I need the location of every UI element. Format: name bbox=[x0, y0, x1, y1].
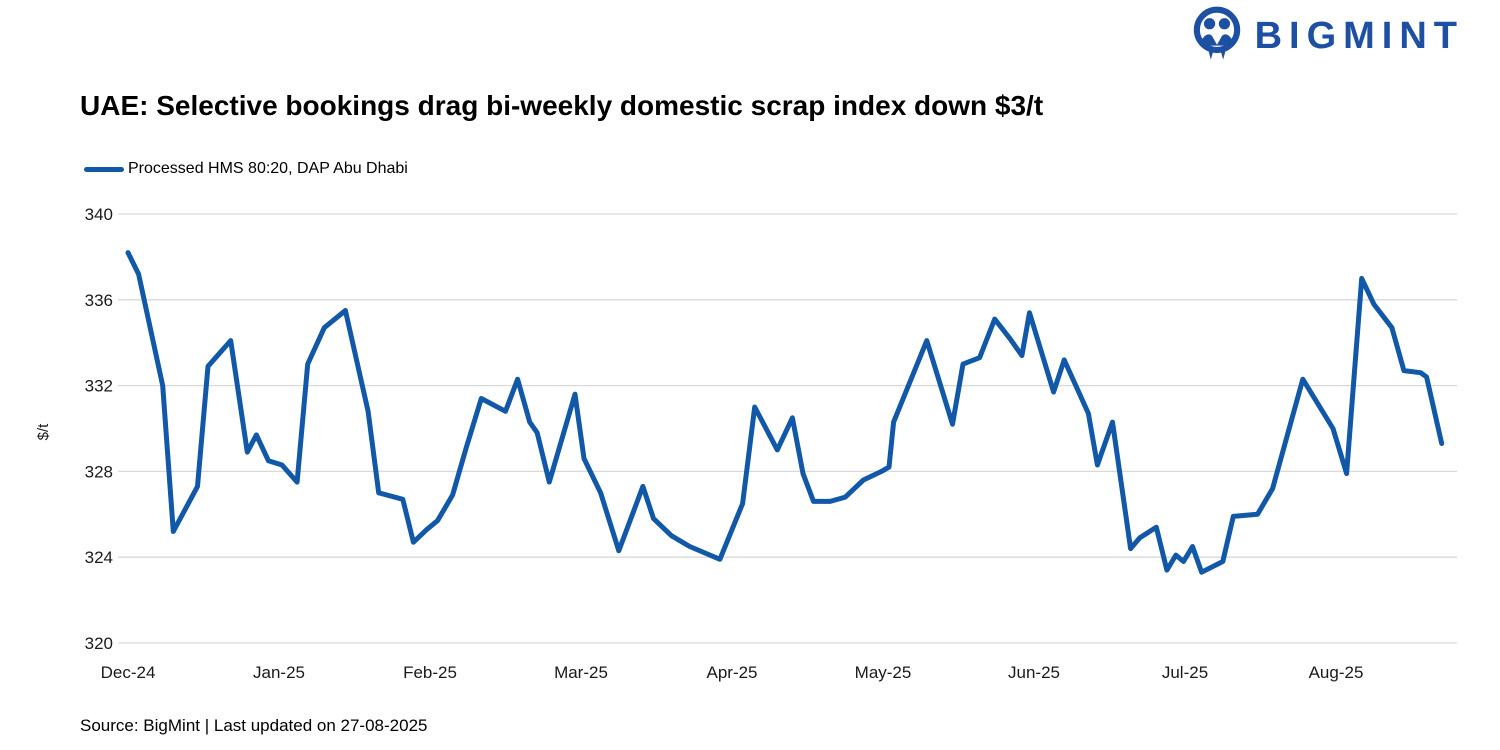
x-tick-Jul-25: Jul-25 bbox=[1162, 663, 1208, 682]
x-tick-Apr-25: Apr-25 bbox=[706, 663, 757, 682]
y-tick-336: 336 bbox=[85, 291, 113, 310]
legend-line-swatch bbox=[84, 166, 124, 172]
series-line bbox=[125, 250, 1445, 575]
y-tick-332: 332 bbox=[85, 377, 113, 396]
x-tick-Jan-25: Jan-25 bbox=[253, 663, 305, 682]
x-tick-Feb-25: Feb-25 bbox=[403, 663, 457, 682]
y-tick-328: 328 bbox=[85, 462, 113, 481]
source-note: Source: BigMint | Last updated on 27-08-… bbox=[80, 716, 428, 735]
x-tick-May-25: May-25 bbox=[855, 663, 912, 682]
x-tick-Mar-25: Mar-25 bbox=[554, 663, 608, 682]
bigmint-logo: BIGMINT bbox=[1189, 6, 1464, 66]
y-tick-340: 340 bbox=[85, 205, 113, 224]
chart-legend: Processed HMS 80:20, DAP Abu Dhabi bbox=[84, 160, 408, 178]
y-tick-labels: 340 336 332 328 324 320 bbox=[85, 205, 113, 653]
y-gridlines bbox=[118, 213, 1457, 644]
x-tick-labels: Dec-24 Jan-25 Feb-25 Mar-25 Apr-25 May-25 Jun-… bbox=[101, 663, 1364, 682]
y-axis-title: $/t bbox=[35, 423, 52, 441]
chart-title: UAE: Selective bookings drag bi-weekly d… bbox=[80, 90, 1044, 121]
x-tick-Jun-25: Jun-25 bbox=[1008, 663, 1060, 682]
bigmint-logo-text: BIGMINT bbox=[1254, 14, 1464, 57]
bigmint-logo-icon bbox=[1193, 6, 1240, 60]
x-tick-Dec-24: Dec-24 bbox=[101, 663, 156, 682]
series-processed-hms-8020 bbox=[125, 250, 1445, 575]
y-axis-label: $/t bbox=[35, 423, 52, 441]
legend-label: Processed HMS 80:20, DAP Abu Dhabi bbox=[128, 160, 408, 177]
x-tick-Aug-25: Aug-25 bbox=[1309, 663, 1364, 682]
y-tick-324: 324 bbox=[85, 548, 113, 567]
y-tick-320: 320 bbox=[85, 634, 113, 653]
